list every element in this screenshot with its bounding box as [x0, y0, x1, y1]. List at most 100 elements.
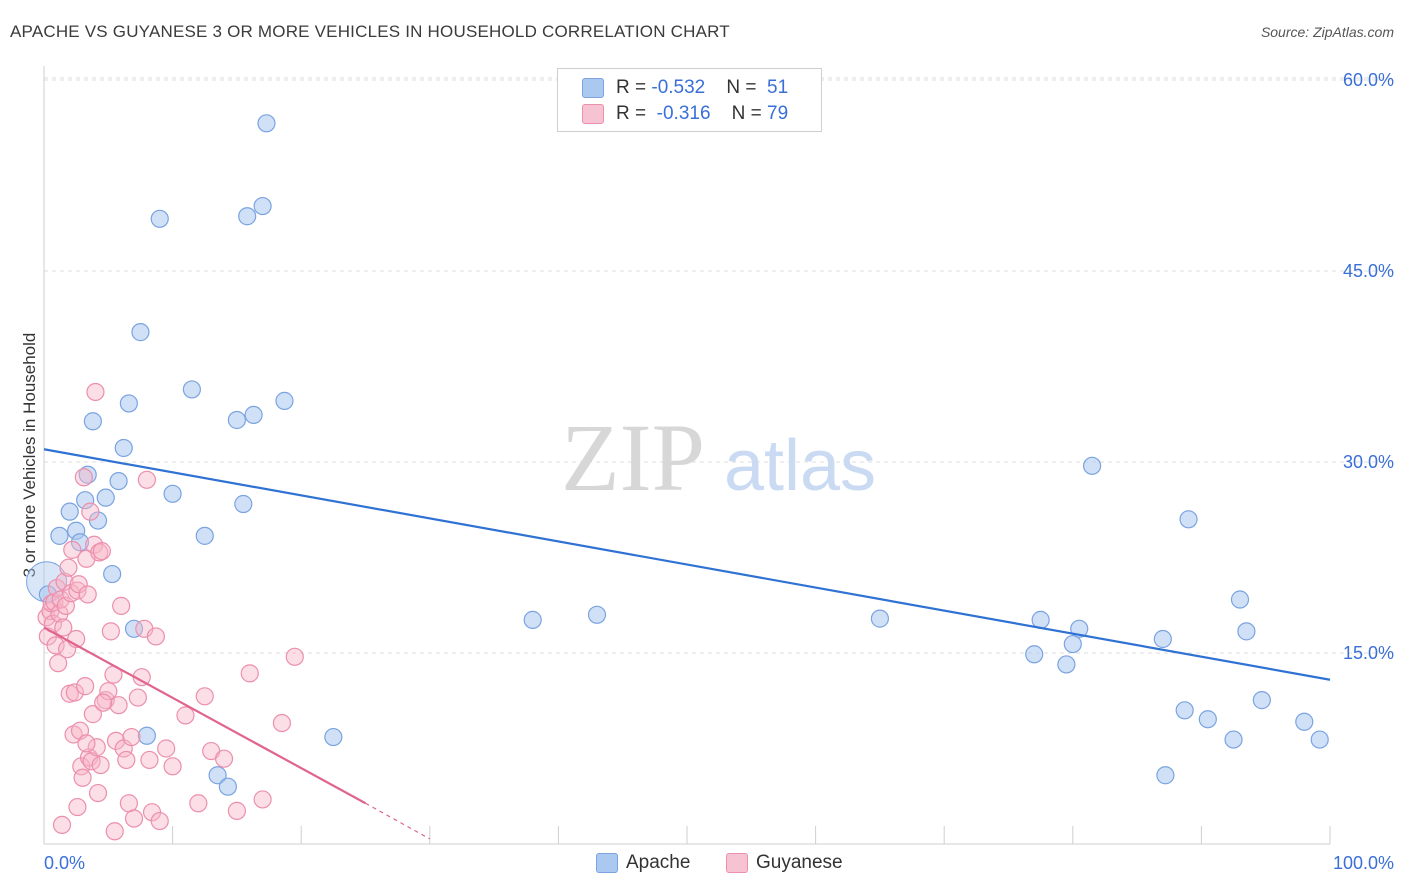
apache-point-45 [1224, 730, 1243, 749]
guyanese-point-48 [112, 596, 131, 615]
guyanese-r-label: R = [616, 103, 652, 124]
apache-point-16 [137, 726, 156, 745]
guyanese-point-75 [68, 797, 87, 817]
x-tick-label-max: 100.0% [1333, 853, 1394, 873]
guyanese-trend-extension [365, 802, 431, 840]
guyanese-point-38 [88, 783, 108, 803]
guyanese-point-73 [285, 647, 304, 666]
guyanese-point-37 [87, 738, 106, 757]
apache-n-label: N = [726, 77, 762, 98]
apache-point-21 [208, 766, 227, 785]
watermark-zip: ZIP [561, 404, 705, 511]
guyanese-point-51 [119, 794, 138, 813]
apache-point-14 [124, 619, 144, 638]
grid-lines [44, 77, 1394, 654]
apache-point-42 [1175, 701, 1194, 720]
apache-point-22 [218, 777, 237, 796]
apache-point-7 [83, 412, 102, 431]
source-label: Source: ZipAtlas.com [1260, 24, 1394, 40]
apache-point-24 [234, 494, 253, 514]
apache-point-29 [275, 391, 294, 410]
guyanese-point-32 [81, 502, 100, 521]
apache-point-41 [1156, 766, 1175, 785]
apache-point-31 [523, 610, 542, 629]
apache-point-9 [96, 488, 115, 507]
guyanese-point-78 [105, 822, 124, 841]
apache-point-15 [131, 323, 150, 342]
x-tick-label-min: 0.0% [44, 853, 85, 873]
guyanese-point-50 [117, 750, 136, 770]
stats-legend: R = -0.532 N = 51 R = -0.316 N = 79 [557, 68, 822, 132]
apache-point-20 [195, 526, 214, 545]
guyanese-point-28 [76, 677, 95, 696]
guyanese-point-54 [128, 688, 147, 707]
apache-point-50 [1310, 730, 1329, 749]
guyanese-point-76 [77, 734, 96, 753]
apache-point-17 [150, 209, 169, 228]
apache-point-2 [60, 502, 79, 521]
y-tick-label-1: 30.0% [1343, 452, 1394, 472]
guyanese-point-20 [65, 683, 84, 702]
guyanese-point-44 [101, 622, 120, 641]
guyanese-point-53 [124, 809, 144, 828]
guyanese-point-65 [189, 794, 208, 813]
apache-point-28 [257, 114, 276, 133]
apache-point-44 [1198, 710, 1217, 729]
guyanese-point-6 [46, 636, 65, 655]
guyanese-point-58 [140, 750, 159, 770]
guyanese-point-72 [272, 713, 292, 733]
guyanese-legend-label: Guyanese [756, 852, 843, 873]
guyanese-point-15 [59, 558, 78, 577]
apache-point-18 [163, 484, 182, 503]
guyanese-point-11 [54, 618, 73, 637]
apache-n-value: 51 [767, 77, 789, 98]
apache-point-1 [50, 526, 69, 545]
apache-point-36 [1057, 655, 1076, 674]
apache-point-46 [1230, 590, 1250, 609]
guyanese-point-61 [150, 811, 169, 831]
guyanese-point-63 [163, 757, 182, 776]
apache-point-5 [76, 491, 95, 510]
guyanese-point-36 [86, 382, 105, 402]
apache-point-25 [238, 207, 257, 226]
guyanese-point-74 [52, 815, 72, 835]
guyanese-point-18 [63, 540, 82, 559]
apache-point-11 [109, 472, 128, 491]
guyanese-point-68 [214, 749, 234, 768]
guyanese-point-22 [68, 581, 87, 600]
guyanese-r-value: -0.316 [656, 103, 711, 124]
guyanese-point-64 [176, 706, 195, 725]
apache-point-10 [103, 564, 122, 584]
y-axis-label: 3 or more Vehicles in Household [20, 333, 39, 578]
guyanese-swatch [582, 104, 604, 124]
chart-title: APACHE VS GUYANESE 3 OR MORE VEHICLES IN… [10, 22, 730, 41]
guyanese-point-40 [91, 755, 110, 775]
apache-point-34 [1025, 645, 1044, 664]
apache-point-40 [1153, 629, 1172, 649]
guyanese-point-60 [146, 627, 165, 646]
apache-r-label: R = [616, 77, 652, 98]
apache-point-37 [1063, 634, 1082, 654]
guyanese-point-70 [240, 664, 259, 683]
guyanese-point-8 [49, 654, 68, 673]
apache-point-12 [114, 438, 133, 458]
guyanese-point-26 [73, 768, 92, 787]
apache-point-32 [587, 605, 607, 624]
guyanese-point-30 [78, 585, 97, 604]
y-tick-labels: 15.0% 30.0% 45.0% 60.0% [1343, 70, 1394, 663]
y-tick-label-2: 45.0% [1343, 261, 1394, 281]
apache-legend-label: Apache [626, 852, 691, 873]
guyanese-point-57 [137, 470, 156, 489]
apache-point-48 [1252, 691, 1271, 710]
apache-point-33 [870, 609, 890, 628]
apache-point-27 [253, 196, 272, 216]
apache-point-30 [324, 727, 343, 747]
apache-point-47 [1237, 622, 1256, 641]
guyanese-point-77 [94, 693, 113, 712]
trend-lines [43, 448, 1331, 840]
guyanese-point-9 [50, 604, 69, 623]
apache-point-39 [1082, 456, 1102, 475]
guyanese-point-27 [74, 468, 93, 487]
apache-point-19 [182, 380, 201, 399]
guyanese-point-46 [106, 731, 126, 750]
